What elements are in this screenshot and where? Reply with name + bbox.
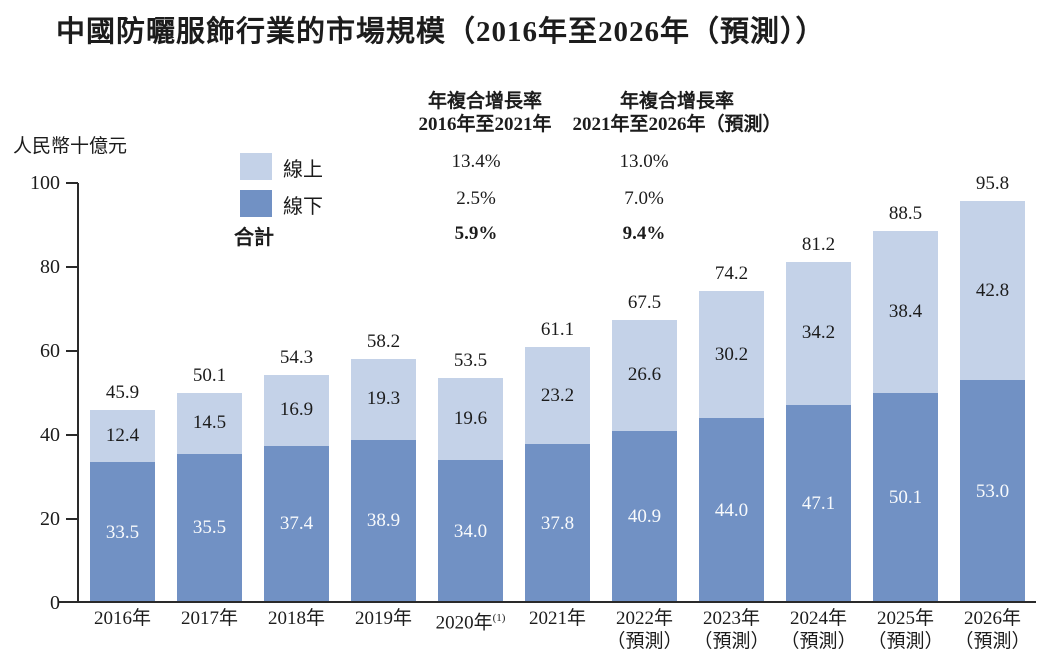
bar-segment-online-2018年: 16.9 (264, 374, 329, 446)
x-axis-label: 2021年 (528, 608, 586, 629)
bar-segment-online-2022年: 26.6 (612, 319, 677, 432)
bar-segment-online-2021年: 23.2 (525, 346, 590, 445)
x-axis-label: 2023年 （預測） (693, 608, 770, 652)
x-axis-label: 2026年 （預測） (954, 608, 1031, 652)
bar-segment-offline-2017年: 35.5 (177, 453, 242, 603)
y-axis-tick-mark (66, 434, 78, 436)
bar-total-label: 45.9 (105, 382, 140, 404)
bar-segment-offline-2022年: 40.9 (612, 431, 677, 603)
bar-segment-online-2019年: 19.3 (351, 358, 416, 440)
y-axis-line (77, 183, 79, 603)
x-axis-label: 2020年(1) (435, 612, 506, 634)
cagr-value-online-2021-2026: 13.0% (619, 151, 669, 172)
bar-total-label: 50.1 (192, 365, 227, 386)
y-axis-tick-label: 0 (50, 592, 60, 614)
bar-segment-online-2026年: 42.8 (960, 200, 1025, 381)
x-axis-label: 2016年 (93, 608, 151, 629)
x-axis-label: 2019年 (354, 608, 412, 629)
bar-segment-offline-2021年: 37.8 (525, 444, 590, 603)
y-axis-tick-mark (66, 266, 78, 268)
y-axis-tick-label: 20 (40, 508, 60, 530)
bar-total-label: 81.2 (801, 233, 836, 255)
bar-segment-offline-2020年: 34.0 (438, 460, 503, 603)
cagr-header-2021-2026: 年複合增長率 2021年至2026年（預測） (517, 90, 837, 136)
bar-total-label: 74.2 (714, 263, 749, 285)
cagr-header-line: 2016年至2021年 (418, 114, 552, 135)
cagr-value-total-2021-2026: 9.4% (622, 223, 666, 244)
bar-total-label: 88.5 (888, 203, 923, 225)
cagr-value-online-2016-2021: 13.4% (451, 151, 501, 172)
x-axis-label: 2025年 （預測） (867, 608, 944, 652)
bar-segment-offline-2026年: 53.0 (960, 380, 1025, 603)
y-axis-unit-label: 人民幣十億元 (13, 136, 128, 157)
legend-label-total: 合計 (234, 227, 274, 249)
bar-segment-offline-2025年: 50.1 (873, 392, 938, 603)
cagr-value-total-2016-2021: 5.9% (454, 223, 498, 244)
bar-total-label: 54.3 (279, 346, 314, 368)
bar-total-label: 95.8 (975, 172, 1010, 194)
bar-total-label: 67.5 (627, 291, 662, 313)
y-axis-tick-label: 100 (30, 172, 60, 194)
bar-segment-offline-2019年: 38.9 (351, 439, 416, 603)
x-axis-label: 2018年 (267, 608, 325, 629)
x-axis-label: 2024年 （預測） (780, 608, 857, 652)
bar-total-label: 53.5 (453, 349, 488, 371)
cagr-header-2016-2021: 年複合增長率 2016年至2021年 (325, 90, 645, 136)
cagr-value-offline-2021-2026: 7.0% (624, 188, 664, 209)
x-axis-line (59, 601, 1036, 603)
bar-total-label: 58.2 (366, 330, 401, 352)
y-axis-tick-label: 40 (40, 424, 60, 446)
bar-segment-offline-2018年: 37.4 (264, 445, 329, 603)
y-axis-tick-mark (66, 518, 78, 520)
bar-segment-online-2024年: 34.2 (786, 261, 851, 406)
page-title: 中國防曬服飾行業的市場規模（2016年至2026年（預測）） (56, 16, 826, 48)
y-axis-tick-label: 60 (40, 340, 60, 362)
x-axis-label: 2022年 （預測） (606, 608, 683, 652)
y-axis-tick-mark (66, 182, 78, 184)
cagr-header-line: 年複合增長率 (427, 91, 542, 112)
y-axis-tick-mark (66, 350, 78, 352)
bar-segment-offline-2023年: 44.0 (699, 418, 764, 603)
cagr-value-offline-2016-2021: 2.5% (456, 188, 496, 209)
legend-swatch-online (240, 153, 272, 180)
bar-segment-online-2016年: 12.4 (90, 410, 155, 463)
bar-segment-online-2017年: 14.5 (177, 393, 242, 454)
y-axis-tick-label: 80 (40, 256, 60, 278)
bar-segment-offline-2016年: 33.5 (90, 462, 155, 603)
bar-segment-online-2023年: 30.2 (699, 291, 764, 419)
cagr-header-line: 2021年至2026年（預測） (572, 114, 782, 135)
bar-segment-offline-2024年: 47.1 (786, 405, 851, 603)
cagr-header-line: 年複合增長率 (619, 91, 734, 112)
legend-swatch-offline (240, 190, 272, 217)
bar-segment-online-2020年: 19.6 (438, 377, 503, 461)
bar-total-label: 61.1 (540, 318, 575, 340)
legend-label-online: 線上 (283, 159, 323, 181)
legend-label-offline: 線下 (283, 196, 323, 218)
bar-segment-online-2025年: 38.4 (873, 231, 938, 393)
x-axis-label: 2017年 (180, 608, 238, 629)
